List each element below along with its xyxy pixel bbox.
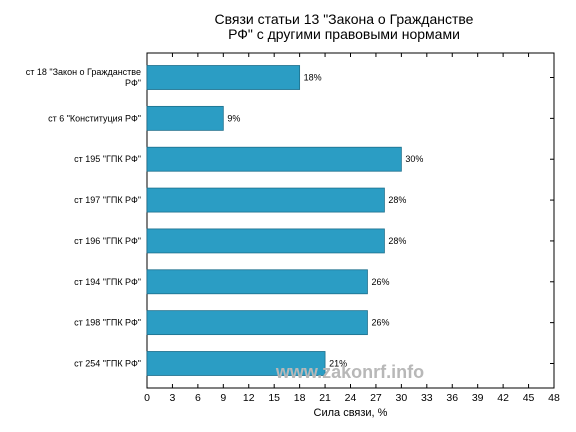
x-tick-label: 36 xyxy=(446,392,458,404)
category-label: ст 198 "ГПК РФ" xyxy=(74,318,141,328)
chart-title-line: РФ" с другими правовыми нормами xyxy=(228,26,460,42)
bar xyxy=(146,146,402,172)
data-label: 26% xyxy=(371,277,389,287)
data-label: 18% xyxy=(304,73,322,83)
category-label: ст 197 "ГПК РФ" xyxy=(74,195,141,205)
x-tick-label: 6 xyxy=(195,392,201,404)
x-tick-label: 42 xyxy=(497,392,509,404)
x-tick-label: 24 xyxy=(345,392,357,404)
x-tick-label: 18 xyxy=(294,392,306,404)
x-tick-label: 39 xyxy=(472,392,484,404)
data-label: 21% xyxy=(329,358,347,368)
category-label: ст 195 "ГПК РФ" xyxy=(74,154,141,164)
x-tick-label: 3 xyxy=(170,392,176,404)
bar xyxy=(146,351,326,376)
x-axis: 0 3 6 9 12 15 18 21 24 27 30 33 36 39 42 45 48 xyxy=(144,53,560,404)
bar xyxy=(146,187,385,213)
chart-title-line: Связи статьи 13 "Закона о Гражданстве xyxy=(215,11,474,27)
category-label: ст 196 "ГПК РФ" xyxy=(74,236,141,246)
chart-title: Связи статьи 13 "Закона о ГражданствеРФ"… xyxy=(215,11,474,42)
category-label: ст 18 "Закон о Гражданстве xyxy=(26,67,141,77)
x-tick-label: 27 xyxy=(370,392,382,404)
x-tick-label: 48 xyxy=(548,392,560,404)
x-tick-label: 21 xyxy=(319,392,331,404)
category-label: ст 254 "ГПК РФ" xyxy=(74,358,141,368)
data-label: 30% xyxy=(405,154,423,164)
bars xyxy=(146,65,402,376)
bar xyxy=(146,105,224,131)
category-label: ст 6 "Конституция РФ" xyxy=(48,113,141,123)
bar xyxy=(146,228,385,254)
bar xyxy=(146,310,368,336)
bar xyxy=(146,269,368,295)
x-tick-label: 30 xyxy=(396,392,408,404)
data-label: 28% xyxy=(388,195,406,205)
data-label: 28% xyxy=(388,236,406,246)
value-labels: 18% 9% 30% 28% 28% 26% 26% 21% xyxy=(227,73,423,369)
data-label: 9% xyxy=(227,113,240,123)
x-tick-label: 12 xyxy=(243,392,255,404)
data-label: 26% xyxy=(371,318,389,328)
category-label: РФ" xyxy=(125,78,141,88)
x-tick-label: 9 xyxy=(220,392,226,404)
category-label: ст 194 "ГПК РФ" xyxy=(74,277,141,287)
plot-frame xyxy=(146,52,555,389)
x-tick-label: 33 xyxy=(421,392,433,404)
x-axis-label: Сила связи, % xyxy=(314,407,388,419)
bar xyxy=(146,65,301,90)
watermark: www.zakonrf.info xyxy=(275,362,424,382)
x-tick-label: 45 xyxy=(523,392,535,404)
x-tick-label: 15 xyxy=(268,392,280,404)
x-tick-label: 0 xyxy=(144,392,150,404)
